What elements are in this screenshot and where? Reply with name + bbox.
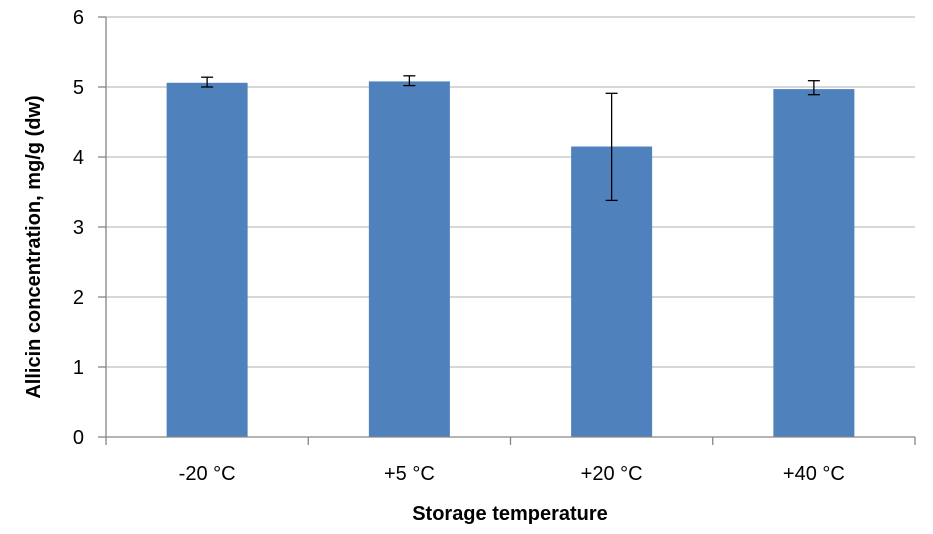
error-bar-0 [201,76,214,88]
x-tick-label: +20 °C [581,463,643,485]
y-axis-title: Allicin concentration, mg/g (dw) [23,95,45,398]
y-tick-label: 0 [73,427,84,449]
error-bar-2 [605,92,618,202]
x-tick-label: +5 °C [384,463,435,485]
error-bars [201,75,820,202]
error-bar-3 [807,80,820,96]
y-tick-label: 1 [73,357,84,379]
y-tick-label: 6 [73,7,84,29]
y-tick-label: 2 [73,287,84,309]
error-bar-1 [403,75,416,87]
x-tick-label: +40 °C [783,463,845,485]
bars [166,81,855,438]
y-tick-label: 3 [73,217,84,239]
bar-3 [773,89,855,437]
x-axis-title: Storage temperature [412,503,608,525]
y-tick-label: 5 [73,77,84,99]
bar-1 [368,81,450,438]
x-tick-labels: -20 °C +5 °C +20 °C +40 °C [179,463,845,485]
x-tick-label: -20 °C [179,463,236,485]
axes [98,16,916,445]
y-tick-label: 4 [73,147,84,169]
y-tick-labels: 0 1 2 3 4 5 6 [73,7,84,449]
bar-0 [166,82,248,438]
